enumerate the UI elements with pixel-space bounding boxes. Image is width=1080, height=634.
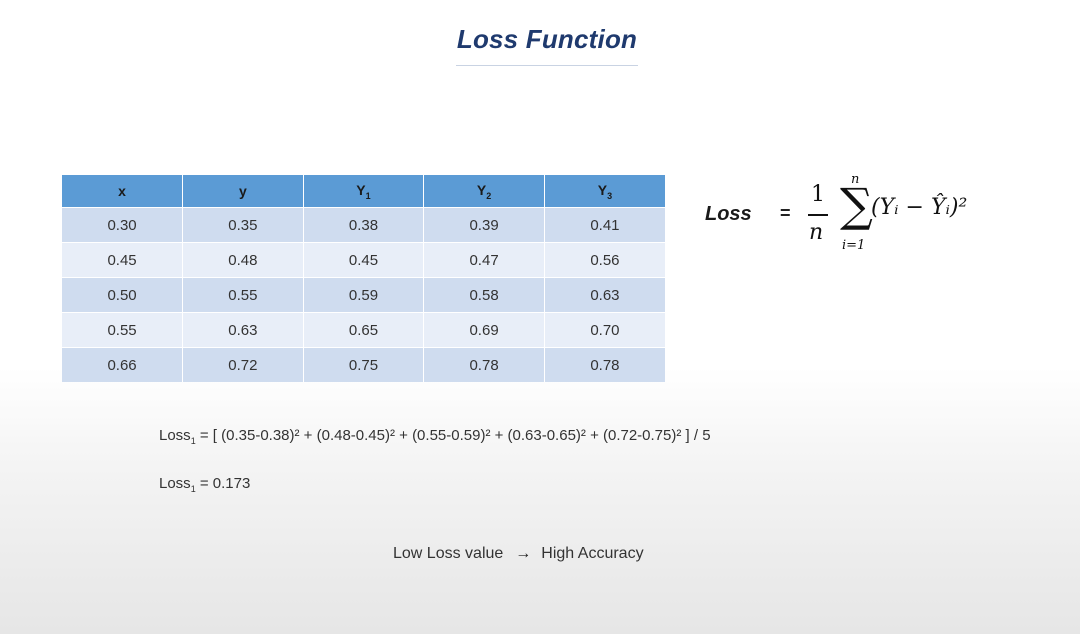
page-title: Loss Function <box>456 24 638 54</box>
calculation-line-1: Loss1 = [ (0.35-0.38)² + (0.48-0.45)² + … <box>159 427 711 446</box>
table-row: 0.50 0.55 0.59 0.58 0.63 <box>62 277 665 313</box>
summary-right: High Accuracy <box>541 545 644 562</box>
summary-left: Low Loss value <box>393 545 504 562</box>
header-y1: Y1 <box>303 175 425 208</box>
arrow-right-icon: → <box>515 545 532 562</box>
formula-denominator: n <box>809 220 824 245</box>
table-row: 0.30 0.35 0.38 0.39 0.41 <box>62 207 665 243</box>
table-cell: 0.35 <box>182 207 304 243</box>
summary-line: Low Loss value → High Accuracy <box>393 545 644 563</box>
calc-subscript: 1 <box>190 436 196 446</box>
calc-label: Loss <box>159 475 191 492</box>
table-cell: 0.41 <box>544 207 665 243</box>
table-cell: 0.45 <box>303 242 425 278</box>
table-cell: 0.78 <box>423 347 545 382</box>
title-underline <box>456 65 638 66</box>
formula-label: Loss <box>705 203 752 225</box>
table-cell: 0.72 <box>182 347 304 382</box>
table-row: 0.45 0.48 0.45 0.47 0.56 <box>62 242 665 278</box>
sum-body: (Yᵢ − Ŷᵢ)² <box>871 195 968 220</box>
formula-equals: = <box>780 203 791 223</box>
table-cell: 0.75 <box>303 347 425 382</box>
calc-expression: = [ (0.35-0.38)² + (0.48-0.45)² + (0.55-… <box>199 427 711 444</box>
header-y: y <box>182 175 304 208</box>
calculation-line-2: Loss1 = 0.173 <box>159 475 250 494</box>
table-cell: 0.30 <box>62 207 184 243</box>
table-cell: 0.39 <box>423 207 545 243</box>
loss-formula: Loss = 1 n n ∑ i=1 (Yᵢ − Ŷᵢ)² <box>705 170 1045 270</box>
table-cell: 0.66 <box>62 347 184 382</box>
calc-result: = 0.173 <box>199 475 251 492</box>
formula-numerator: 1 <box>811 182 825 207</box>
header-y2: Y2 <box>423 175 545 208</box>
table-cell: 0.45 <box>62 242 184 278</box>
sum-upper-limit: n <box>851 172 860 187</box>
table-cell: 0.48 <box>182 242 304 278</box>
calc-label: Loss <box>159 427 191 444</box>
table-row: 0.55 0.63 0.65 0.69 0.70 <box>62 312 665 348</box>
table-cell: 0.38 <box>303 207 425 243</box>
sum-lower-limit: i=1 <box>842 238 866 253</box>
table-header-row: x y Y1 Y2 Y3 <box>62 175 665 208</box>
table-cell: 0.58 <box>423 277 545 313</box>
calc-subscript: 1 <box>190 484 196 494</box>
table-cell: 0.78 <box>544 347 665 382</box>
table-cell: 0.55 <box>182 277 304 313</box>
data-table: x y Y1 Y2 Y3 0.30 0.35 0.38 0.39 0.41 0.… <box>62 175 665 382</box>
table-row: 0.66 0.72 0.75 0.78 0.78 <box>62 347 665 382</box>
table-cell: 0.70 <box>544 312 665 348</box>
header-x: x <box>62 175 184 208</box>
table-cell: 0.50 <box>62 277 184 313</box>
header-y3: Y3 <box>544 175 665 208</box>
table-cell: 0.55 <box>62 312 184 348</box>
table-cell: 0.59 <box>303 277 425 313</box>
table-cell: 0.63 <box>544 277 665 313</box>
sigma-icon: ∑ <box>840 178 873 232</box>
table-cell: 0.47 <box>423 242 545 278</box>
table-cell: 0.69 <box>423 312 545 348</box>
table-cell: 0.63 <box>182 312 304 348</box>
fraction-bar <box>808 214 828 216</box>
table-cell: 0.56 <box>544 242 665 278</box>
table-cell: 0.65 <box>303 312 425 348</box>
